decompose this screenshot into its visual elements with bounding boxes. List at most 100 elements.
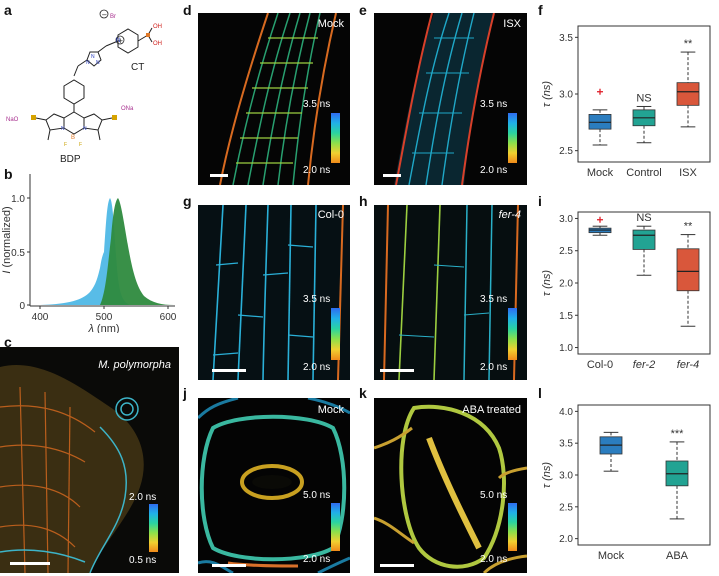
image-e-cbar-top: 3.5 ns xyxy=(480,99,508,110)
image-k-cbar-top: 5.0 ns xyxy=(480,490,508,501)
boxplot-f: 2.5 3.0 3.5 τ (ns) Mock NS Control ** ISX xyxy=(538,12,719,188)
box-ISX: ** xyxy=(676,38,700,128)
panel-label-e: e xyxy=(359,2,367,18)
image-c-mpolymorpha: M. polymorpha 2.0 ns 0.5 ns xyxy=(0,347,179,573)
svg-text:F: F xyxy=(79,142,82,148)
significance-label: *** xyxy=(671,428,685,440)
y-tick-label: 3.0 xyxy=(559,214,573,225)
box-body xyxy=(676,82,700,106)
y-tick-label: 2.5 xyxy=(559,502,573,513)
image-h-title: fer-4 xyxy=(498,209,521,221)
box-fer-4: ** xyxy=(676,221,700,327)
panel-label-d: d xyxy=(183,2,192,18)
image-d-mock: Mock 3.5 ns 2.0 ns xyxy=(198,13,350,185)
image-c-colorbar xyxy=(149,504,158,552)
box-fer-2: NS xyxy=(632,212,656,276)
bdp-label: BDP xyxy=(60,154,81,165)
panel-label-b: b xyxy=(4,166,13,182)
image-h-colorbar xyxy=(508,308,517,360)
panel-label-f: f xyxy=(538,2,543,18)
ct-label: CT xyxy=(131,62,144,73)
box-Control: NS xyxy=(632,92,656,144)
y-tick-label: 1.0 xyxy=(559,343,573,354)
image-d-cbar-top: 3.5 ns xyxy=(303,99,331,110)
image-e-isx: ISX 3.5 ns 2.0 ns xyxy=(374,13,527,185)
sulfonate-right: ONa xyxy=(121,106,134,112)
panel-label-k: k xyxy=(359,385,367,401)
x-category-label: fer-4 xyxy=(677,359,699,371)
y-tick-label: 2.0 xyxy=(559,534,573,545)
y-tick-label: 2.5 xyxy=(559,146,573,157)
y-tick-label: 3.0 xyxy=(559,90,573,101)
panel-label-c: c xyxy=(4,334,12,350)
svg-text:N: N xyxy=(83,126,87,132)
y-axis-label: τ (ns) xyxy=(541,462,553,488)
image-e-title: ISX xyxy=(503,18,521,30)
bromide-label: Br xyxy=(110,14,116,20)
image-k-title: ABA treated xyxy=(462,404,521,416)
image-e-scalebar xyxy=(383,174,401,177)
spectrum-xtick-500: 500 xyxy=(96,312,113,323)
box-Mock xyxy=(588,88,612,146)
image-g-cbar-top: 3.5 ns xyxy=(303,294,331,305)
significance-label: ** xyxy=(684,38,693,50)
significance-label: ** xyxy=(684,221,693,233)
image-k-scalebar xyxy=(380,564,414,567)
svg-text:F: F xyxy=(64,142,67,148)
significance-label: NS xyxy=(636,92,651,104)
svg-text:−: − xyxy=(102,11,108,19)
image-g-cbar-bottom: 2.0 ns xyxy=(303,362,331,373)
image-e-cbar-bottom: 2.0 ns xyxy=(480,165,508,176)
y-tick-label: 4.0 xyxy=(559,407,573,418)
image-c-title: M. polymorpha xyxy=(98,359,171,371)
x-category-label: ISX xyxy=(679,167,697,179)
image-d-colorbar xyxy=(331,113,340,163)
image-c-cbar-bottom: 0.5 ns xyxy=(129,555,157,566)
y-tick-label: 1.5 xyxy=(559,311,573,322)
image-h-cbar-bottom: 2.0 ns xyxy=(480,362,508,373)
image-h-cbar-top: 3.5 ns xyxy=(480,294,508,305)
image-g-col0: Col-0 3.5 ns 2.0 ns xyxy=(198,205,350,380)
image-d-cbar-bottom: 2.0 ns xyxy=(303,165,331,176)
spectrum-xlabel: λ (nm) xyxy=(87,323,119,333)
spectrum-xtick-400: 400 xyxy=(32,312,49,323)
spectrum-ytick-1: 1.0 xyxy=(11,194,25,205)
box-Col-0 xyxy=(588,216,612,236)
significance-label: NS xyxy=(636,212,651,224)
boxplot-l: 2.0 2.5 3.0 3.5 4.0 τ (ns) Mock *** ABA xyxy=(538,395,719,571)
image-j-title: Mock xyxy=(317,404,344,416)
spectrum-xtick-600: 600 xyxy=(160,312,177,323)
image-g-scalebar xyxy=(212,369,246,372)
boronic-oh-2: OH xyxy=(153,41,162,47)
image-c-cbar-top: 2.0 ns xyxy=(129,492,157,503)
image-j-scalebar xyxy=(212,564,246,567)
panel-label-a: a xyxy=(4,2,12,18)
y-tick-label: 3.5 xyxy=(559,33,573,44)
spectrum-chart: 400 500 600 0 0.5 1.0 λ (nm) I (normaliz… xyxy=(0,168,180,335)
spectrum-ytick-0: 0 xyxy=(19,301,25,312)
box-ABA: *** xyxy=(665,428,689,520)
box-body xyxy=(632,229,656,250)
box-Mock xyxy=(599,431,623,472)
box-body xyxy=(676,248,700,292)
image-k-aba: ABA treated 5.0 ns 2.0 ns xyxy=(374,398,527,573)
panel-label-h: h xyxy=(359,193,368,209)
boronic-oh-1: OH xyxy=(153,24,162,30)
image-c-scalebar xyxy=(10,562,50,565)
svg-text:N: N xyxy=(86,60,90,66)
y-axis-label: τ (ns) xyxy=(541,270,553,296)
image-j-colorbar xyxy=(331,503,340,551)
y-tick-label: 3.0 xyxy=(559,471,573,482)
emission-curve xyxy=(100,198,174,305)
x-category-label: Control xyxy=(626,167,661,179)
panel-label-l: l xyxy=(538,385,542,401)
plot-frame xyxy=(577,404,711,546)
sulfonate-left: NaO xyxy=(6,117,19,123)
image-g-colorbar xyxy=(331,308,340,360)
panel-label-g: g xyxy=(183,193,192,209)
image-d-scalebar xyxy=(210,174,228,177)
y-tick-label: 3.5 xyxy=(559,439,573,450)
image-j-cbar-top: 5.0 ns xyxy=(303,490,331,501)
svg-text:N: N xyxy=(61,126,65,132)
image-j-cbar-bottom: 2.0 ns xyxy=(303,554,331,565)
